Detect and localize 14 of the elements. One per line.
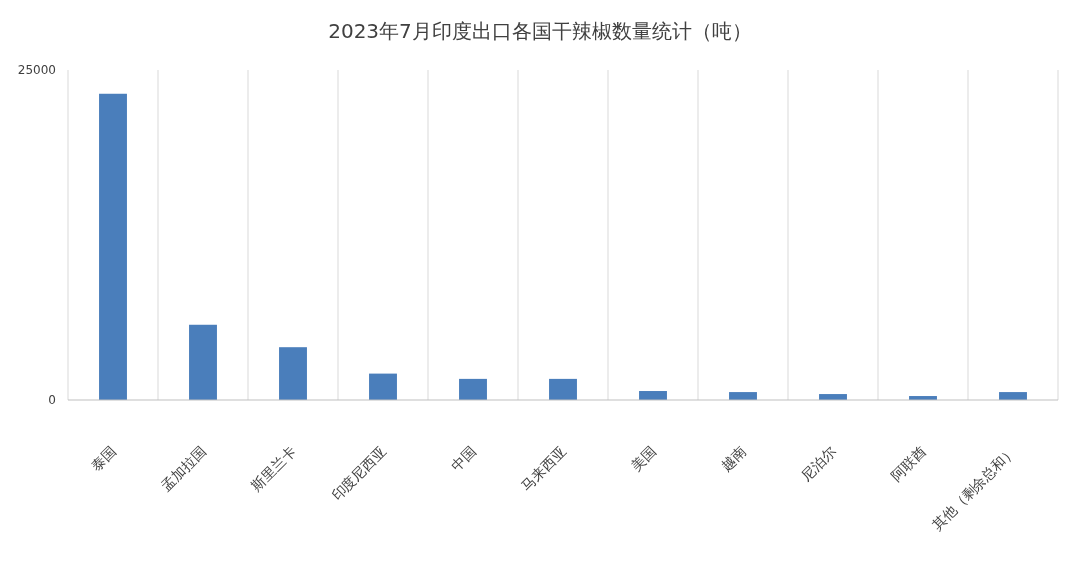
y-tick-label: 25000 (17, 63, 56, 77)
x-tick-label: 越南 (718, 442, 750, 474)
x-tick-label: 马来西亚 (518, 442, 570, 494)
x-tick-label: 阿联酋 (888, 442, 930, 484)
chart-title: 2023年7月印度出口各国干辣椒数量统计（吨） (328, 19, 752, 43)
x-tick-label: 泰国 (88, 442, 120, 474)
x-tick-label: 印度尼西亚 (328, 442, 390, 504)
x-tick-label: 美国 (628, 442, 660, 474)
x-tick-label: 孟加拉国 (158, 442, 210, 494)
x-tick-label: 中国 (448, 442, 480, 474)
x-tick-label: 尼泊尔 (798, 442, 840, 484)
x-tick-label: 斯里兰卡 (248, 442, 300, 494)
x-tick-label: 其他（剩余总和） (928, 442, 1020, 534)
y-tick-label: 0 (48, 393, 56, 407)
